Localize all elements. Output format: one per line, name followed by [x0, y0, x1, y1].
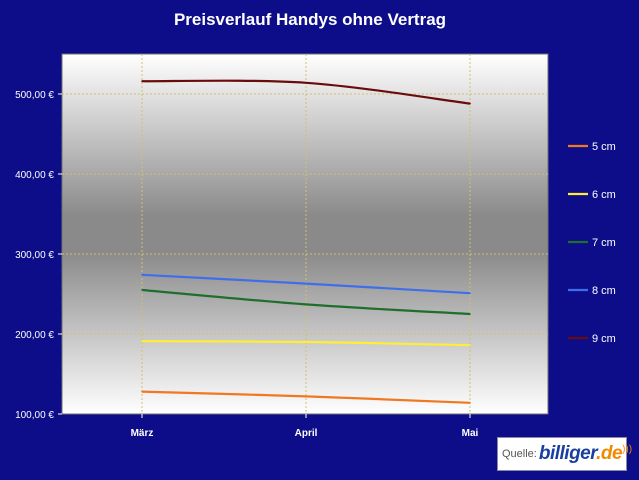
legend-label: 8 cm: [592, 285, 616, 297]
plot-area: [61, 53, 549, 415]
y-tick-label: 100,00 €: [15, 410, 54, 421]
data-point: [141, 274, 143, 276]
legend-label: 6 cm: [592, 189, 616, 201]
legend: 5 cm 6 cm 7 cm 8 cm 9 cm: [568, 141, 616, 345]
x-tick-label: Mai: [462, 428, 479, 439]
data-point: [305, 395, 307, 398]
data-point: [305, 303, 307, 306]
data-point: [469, 402, 471, 404]
data-point: [469, 313, 471, 315]
billiger-logo: billiger.de: [538, 443, 623, 465]
source-box: Quelle: billiger.de ))): [497, 437, 632, 471]
data-point: [141, 80, 143, 82]
x-tick-label: April: [295, 428, 318, 439]
x-tick-label: März: [131, 428, 154, 439]
data-point: [469, 292, 471, 295]
data-point: [141, 289, 143, 291]
source-label: Quelle:: [502, 448, 537, 460]
data-point: [469, 102, 471, 105]
legend-label: 5 cm: [592, 141, 616, 153]
data-point: [305, 282, 307, 285]
grid-layer: [62, 54, 548, 414]
axis-layer: 100,00 € 200,00 € 300,00 € 400,00 € 500,00 €…: [15, 90, 478, 439]
legend-label: 7 cm: [592, 237, 616, 249]
logo-tld: .de: [596, 443, 623, 464]
signal-waves-icon: ))): [622, 443, 633, 455]
data-point: [141, 340, 143, 343]
logo-main: billiger: [538, 443, 597, 464]
data-point: [305, 341, 307, 343]
series-layer: [141, 79, 471, 404]
chart-title: Preisverlauf Handys ohne Vertrag: [173, 10, 447, 29]
data-point: [469, 344, 471, 347]
y-tick-label: 500,00 €: [15, 90, 54, 101]
legend-label: 9 cm: [592, 333, 616, 345]
y-tick-label: 400,00 €: [15, 170, 54, 181]
y-tick-label: 200,00 €: [15, 330, 54, 341]
data-point: [305, 82, 307, 84]
data-point: [141, 390, 143, 393]
y-tick-label: 300,00 €: [15, 250, 54, 261]
